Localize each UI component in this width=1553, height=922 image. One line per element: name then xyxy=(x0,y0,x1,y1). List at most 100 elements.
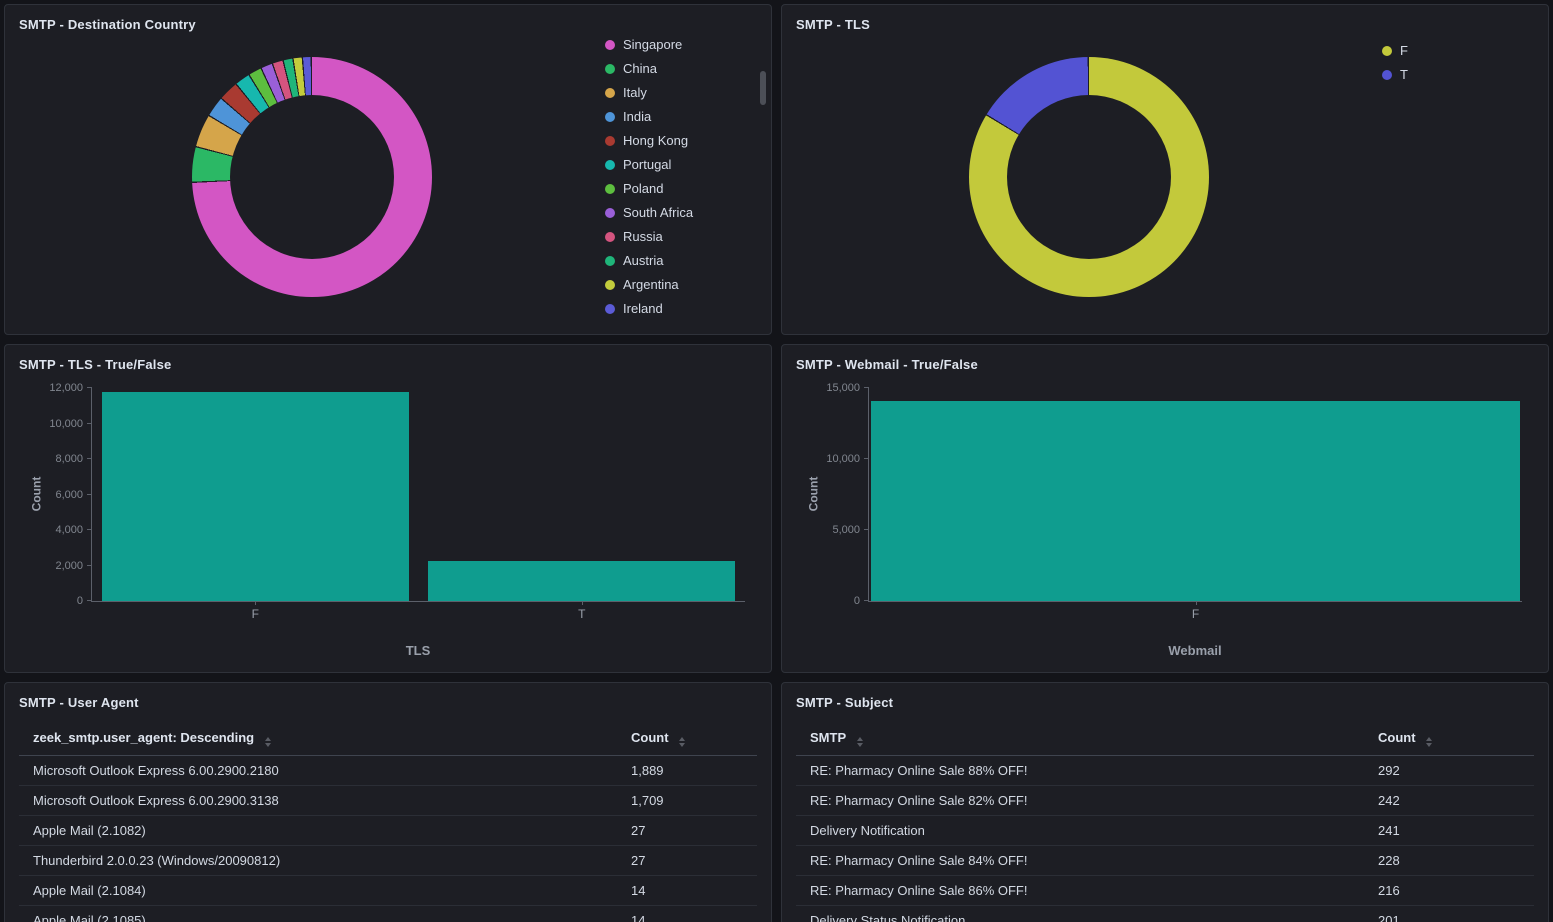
subject-table: SMTP Count RE: Pharmacy Online Sale 88% … xyxy=(796,722,1534,922)
panel-title: SMTP - Destination Country xyxy=(19,17,196,32)
sort-icon xyxy=(264,737,271,747)
cell-count: 27 xyxy=(617,845,757,876)
legend-item-south-africa[interactable]: South Africa xyxy=(605,206,757,220)
cell-label: Microsoft Outlook Express 6.00.2900.3138 xyxy=(19,785,617,816)
y-tick-mark xyxy=(87,564,92,566)
cell-label: RE: Pharmacy Online Sale 86% OFF! xyxy=(796,875,1364,906)
tls-donut-chart[interactable] xyxy=(969,57,1209,297)
legend-label: T xyxy=(1400,67,1408,82)
x-axis-label: Webmail xyxy=(1168,643,1222,658)
legend-dot xyxy=(605,184,615,194)
y-tick-label: 2,000 xyxy=(55,559,83,572)
table-row: Apple Mail (2.1085) 14 xyxy=(19,905,757,922)
bar-T[interactable] xyxy=(428,561,736,601)
y-tick-mark xyxy=(864,387,869,388)
panel-title: SMTP - TLS - True/False xyxy=(19,357,172,372)
cell-label: RE: Pharmacy Online Sale 88% OFF! xyxy=(796,755,1364,786)
legend-label: Portugal xyxy=(623,157,672,172)
y-tick-mark xyxy=(87,422,92,424)
cell-count: 241 xyxy=(1364,815,1534,846)
table-row: RE: Pharmacy Online Sale 84% OFF! 228 xyxy=(796,845,1534,876)
y-tick-label: 10,000 xyxy=(826,453,860,466)
column-header-count[interactable]: Count xyxy=(617,722,757,756)
pie-stage xyxy=(19,32,605,322)
cell-count: 228 xyxy=(1364,845,1534,876)
legend-item-hong-kong[interactable]: Hong Kong xyxy=(605,134,757,148)
cell-count: 1,709 xyxy=(617,785,757,816)
table-row: Delivery Status Notification 201 xyxy=(796,905,1534,922)
legend-label: F xyxy=(1400,43,1408,58)
table-row: RE: Pharmacy Online Sale 86% OFF! 216 xyxy=(796,875,1534,906)
legend-item-ireland[interactable]: Ireland xyxy=(605,302,757,316)
table-row: Delivery Notification 241 xyxy=(796,815,1534,846)
panel-title: SMTP - User Agent xyxy=(19,695,139,710)
bar-band xyxy=(92,388,419,601)
legend-item-austria[interactable]: Austria xyxy=(605,254,757,268)
legend-item-italy[interactable]: Italy xyxy=(605,86,757,100)
legend-dot xyxy=(605,304,615,314)
column-header-label: Count xyxy=(631,730,669,745)
destination-country-donut-chart[interactable] xyxy=(192,57,432,297)
legend-item-portugal[interactable]: Portugal xyxy=(605,158,757,172)
cell-label: Delivery Notification xyxy=(796,815,1364,846)
y-tick-mark xyxy=(87,387,92,388)
y-tick-mark xyxy=(864,600,869,601)
sort-icon xyxy=(856,737,863,747)
legend-dot xyxy=(605,64,615,74)
x-tick-mark xyxy=(581,601,583,605)
column-header-user-agent[interactable]: zeek_smtp.user_agent: Descending xyxy=(19,722,617,756)
column-header-label: Count xyxy=(1378,730,1416,745)
sort-icon xyxy=(679,737,686,747)
legend-label: Poland xyxy=(623,181,664,196)
y-tick-mark xyxy=(87,600,92,601)
cell-count: 292 xyxy=(1364,755,1534,786)
table-header-row: zeek_smtp.user_agent: Descending Count xyxy=(19,722,757,756)
cell-count: 14 xyxy=(617,905,757,922)
legend-label: Russia xyxy=(623,229,663,244)
legend-item-russia[interactable]: Russia xyxy=(605,230,757,244)
cell-label: Thunderbird 2.0.0.23 (Windows/20090812) xyxy=(19,845,617,876)
table-row: RE: Pharmacy Online Sale 82% OFF! 242 xyxy=(796,785,1534,816)
bar-F[interactable] xyxy=(870,400,1521,601)
y-tick-label: 6,000 xyxy=(55,488,83,501)
column-header-count[interactable]: Count xyxy=(1364,722,1534,756)
legend-label: China xyxy=(623,61,657,76)
cell-label: Delivery Status Notification xyxy=(796,905,1364,922)
legend-item-t[interactable]: T xyxy=(1382,68,1534,82)
legend-label: Austria xyxy=(623,253,664,268)
y-tick-label: 0 xyxy=(853,595,860,607)
user-agent-table: zeek_smtp.user_agent: Descending Count M… xyxy=(19,722,757,922)
table-row: Microsoft Outlook Express 6.00.2900.3138… xyxy=(19,785,757,816)
legend-item-argentina[interactable]: Argentina xyxy=(605,278,757,292)
column-header-label: SMTP xyxy=(810,730,846,745)
legend-item-poland[interactable]: Poland xyxy=(605,182,757,196)
y-tick-label: 5,000 xyxy=(832,524,860,537)
column-header-smtp[interactable]: SMTP xyxy=(796,722,1364,756)
legend-dot xyxy=(1382,70,1392,80)
y-tick-label: 8,000 xyxy=(55,453,83,466)
cell-label: Apple Mail (2.1085) xyxy=(19,905,617,922)
panel-user-agent: SMTP - User Agent zeek_smtp.user_agent: … xyxy=(4,682,772,922)
y-tick-label: 12,000 xyxy=(49,382,83,394)
legend-dot xyxy=(605,88,615,98)
panel-webmail-bar: SMTP - Webmail - True/False Count F 0 5,0… xyxy=(781,344,1549,673)
cell-label: RE: Pharmacy Online Sale 82% OFF! xyxy=(796,785,1364,816)
legend-item-india[interactable]: India xyxy=(605,110,757,124)
legend-dot xyxy=(605,112,615,122)
bar-F[interactable] xyxy=(101,391,409,601)
legend-scrollbar[interactable] xyxy=(760,71,766,105)
cell-count: 27 xyxy=(617,815,757,846)
legend-dot xyxy=(605,208,615,218)
legend-item-china[interactable]: China xyxy=(605,62,757,76)
x-category-row: F xyxy=(869,607,1522,621)
legend-dot xyxy=(1382,46,1392,56)
legend-item-f[interactable]: F xyxy=(1382,44,1534,58)
cell-label: Apple Mail (2.1082) xyxy=(19,815,617,846)
legend-item-singapore[interactable]: Singapore xyxy=(605,38,757,52)
legend-dot xyxy=(605,136,615,146)
cell-count: 14 xyxy=(617,875,757,906)
